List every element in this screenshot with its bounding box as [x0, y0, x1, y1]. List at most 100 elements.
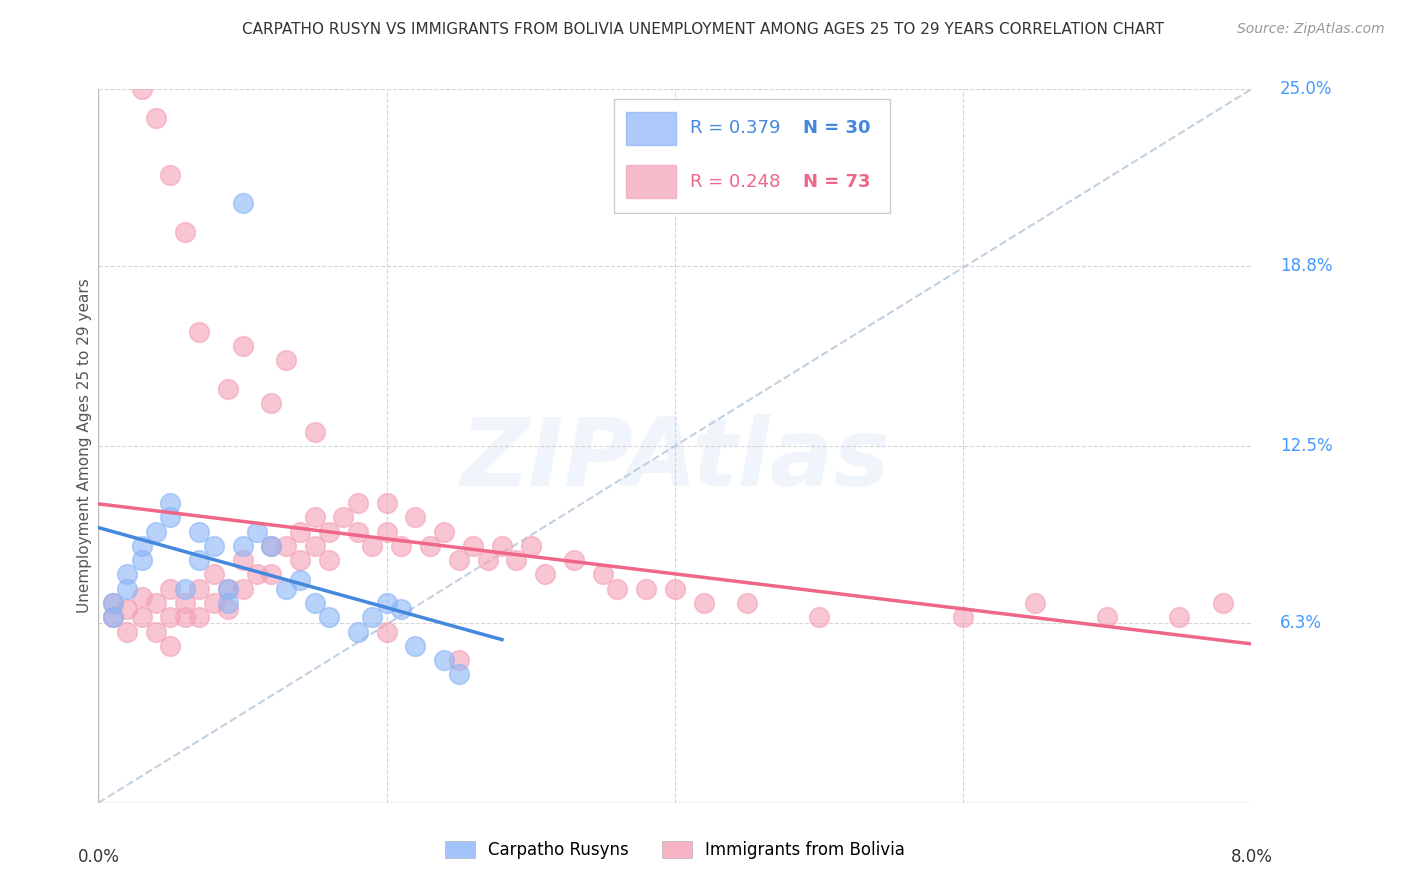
Point — [1168, 610, 1191, 624]
Point — [117, 582, 138, 596]
Point — [375, 496, 398, 510]
Point — [101, 610, 124, 624]
Text: N = 30: N = 30 — [803, 120, 870, 137]
Point — [274, 539, 297, 553]
FancyBboxPatch shape — [614, 99, 890, 213]
Point — [145, 624, 167, 639]
Point — [447, 553, 470, 567]
Point — [318, 610, 340, 624]
Point — [361, 539, 384, 553]
Point — [231, 339, 254, 353]
Point — [375, 624, 398, 639]
Point — [202, 567, 225, 582]
Point — [117, 624, 138, 639]
Point — [346, 496, 368, 510]
Point — [1097, 610, 1119, 624]
Point — [131, 82, 153, 96]
Text: 8.0%: 8.0% — [1230, 848, 1272, 866]
Point — [477, 553, 499, 567]
Point — [433, 653, 456, 667]
Point — [304, 596, 326, 610]
Point — [174, 225, 197, 239]
Point — [290, 573, 312, 587]
Point — [304, 425, 326, 439]
Point — [174, 596, 197, 610]
Point — [174, 610, 197, 624]
Point — [231, 553, 254, 567]
Point — [101, 596, 124, 610]
Point — [290, 553, 312, 567]
Point — [159, 582, 181, 596]
Point — [145, 524, 167, 539]
Point — [145, 111, 167, 125]
Point — [260, 567, 283, 582]
Point — [519, 539, 541, 553]
Point — [405, 639, 427, 653]
Point — [202, 539, 225, 553]
Point — [217, 582, 239, 596]
Point — [447, 653, 470, 667]
Text: 0.0%: 0.0% — [77, 848, 120, 866]
Point — [606, 582, 628, 596]
Point — [188, 524, 211, 539]
Point — [188, 610, 211, 624]
Point — [693, 596, 716, 610]
Point — [807, 610, 830, 624]
Text: 25.0%: 25.0% — [1281, 80, 1333, 98]
Point — [159, 510, 181, 524]
Point — [318, 553, 340, 567]
Point — [260, 539, 283, 553]
Text: 12.5%: 12.5% — [1281, 437, 1333, 455]
Point — [274, 582, 297, 596]
Point — [461, 539, 484, 553]
Point — [231, 582, 254, 596]
Point — [562, 553, 585, 567]
Text: CARPATHO RUSYN VS IMMIGRANTS FROM BOLIVIA UNEMPLOYMENT AMONG AGES 25 TO 29 YEARS: CARPATHO RUSYN VS IMMIGRANTS FROM BOLIVI… — [242, 22, 1164, 37]
Point — [131, 539, 153, 553]
Point — [231, 539, 254, 553]
Point — [159, 639, 181, 653]
Point — [217, 582, 239, 596]
Point — [346, 524, 368, 539]
Point — [202, 596, 225, 610]
Text: N = 73: N = 73 — [803, 173, 870, 191]
Point — [592, 567, 614, 582]
Text: R = 0.379: R = 0.379 — [690, 120, 780, 137]
Text: Source: ZipAtlas.com: Source: ZipAtlas.com — [1237, 22, 1385, 37]
Point — [375, 524, 398, 539]
Point — [188, 582, 211, 596]
Point — [274, 353, 297, 368]
Point — [346, 624, 368, 639]
Point — [174, 582, 197, 596]
Point — [188, 325, 211, 339]
Point — [419, 539, 441, 553]
Text: 6.3%: 6.3% — [1281, 614, 1322, 632]
Point — [1211, 596, 1234, 610]
Point — [246, 567, 269, 582]
Point — [145, 596, 167, 610]
Point — [664, 582, 686, 596]
Bar — [626, 112, 676, 145]
Point — [159, 496, 181, 510]
Point — [389, 601, 412, 615]
Point — [131, 553, 153, 567]
Point — [318, 524, 340, 539]
Point — [260, 539, 283, 553]
Point — [217, 382, 239, 396]
Legend: Carpatho Rusyns, Immigrants from Bolivia: Carpatho Rusyns, Immigrants from Bolivia — [437, 834, 912, 866]
Text: 18.8%: 18.8% — [1281, 257, 1333, 275]
Point — [159, 610, 181, 624]
Point — [101, 610, 124, 624]
Point — [1024, 596, 1046, 610]
Text: Unemployment Among Ages 25 to 29 years: Unemployment Among Ages 25 to 29 years — [77, 278, 91, 614]
Point — [117, 567, 138, 582]
Point — [290, 524, 312, 539]
Point — [447, 667, 470, 681]
Point — [260, 396, 283, 410]
Point — [246, 524, 269, 539]
Point — [131, 591, 153, 605]
Point — [304, 539, 326, 553]
Point — [375, 596, 398, 610]
Point — [131, 610, 153, 624]
Point — [231, 196, 254, 211]
